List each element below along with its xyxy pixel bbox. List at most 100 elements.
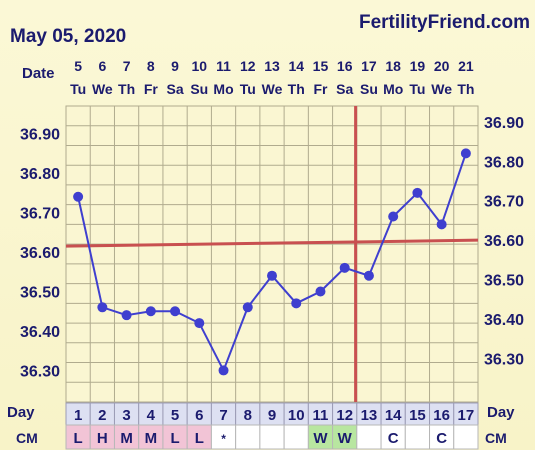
temperature-point: [145, 306, 156, 317]
date-tick-label: 7: [123, 58, 131, 74]
cm-cell: [162, 424, 188, 450]
cm-cell: [404, 424, 431, 450]
day-number-label: 9: [268, 407, 276, 424]
day-number-label: 4: [147, 407, 156, 424]
date-tick-label: 21: [458, 58, 474, 74]
weekday-tick-label: Su: [360, 81, 378, 97]
day-number-label: 14: [385, 407, 402, 424]
temperature-point: [315, 286, 326, 297]
day-row-label-left: Day: [7, 404, 35, 421]
right-axis-tick-label: 36.80: [484, 154, 524, 171]
right-axis-tick-label: 36.70: [484, 194, 524, 211]
cm-value-label: M: [145, 430, 158, 447]
cm-cell: [453, 424, 479, 450]
cm-cell: [283, 424, 309, 450]
day-number-label: 2: [98, 407, 106, 424]
day-number-label: 16: [433, 407, 450, 424]
cm-value-label: L: [170, 430, 179, 447]
right-axis-tick-label: 36.30: [484, 352, 524, 369]
weekday-tick-label: Th: [457, 81, 474, 97]
day-number-label: 3: [122, 407, 130, 424]
day-number-label: 8: [244, 407, 252, 424]
cm-cell: [210, 424, 237, 450]
left-axis-tick-label: 36.60: [20, 245, 60, 262]
left-axis-tick-label: 36.90: [20, 127, 60, 144]
day-number-label: 13: [361, 407, 378, 424]
weekday-tick-label: Tu: [70, 81, 86, 97]
day-number-label: 5: [171, 407, 179, 424]
weekday-tick-label: Tu: [409, 81, 425, 97]
weekday-tick-label: Mo: [213, 81, 233, 97]
date-tick-label: 16: [337, 58, 353, 74]
temperature-point: [194, 318, 205, 329]
temperature-point: [460, 148, 471, 159]
date-tick-label: 14: [288, 58, 304, 74]
weekday-tick-label: Fr: [313, 81, 328, 97]
day-number-label: 1: [74, 407, 82, 424]
coverline: [65, 238, 479, 248]
weekday-tick-label: We: [262, 81, 283, 97]
plot-area: [65, 105, 479, 403]
left-axis-tick-label: 36.40: [20, 324, 60, 341]
cm-cell: [65, 424, 91, 450]
temperature-point: [97, 302, 108, 313]
cm-value-label: W: [338, 430, 353, 447]
cm-value-label: C: [436, 430, 447, 447]
weekday-tick-label: Th: [118, 81, 135, 97]
temperature-point: [412, 187, 423, 198]
day-number-label: 12: [336, 407, 353, 424]
cm-cell: [356, 424, 382, 450]
cm-cell: [235, 424, 261, 450]
cm-cell: [429, 424, 455, 450]
cm-cell: [307, 424, 334, 450]
date-tick-label: 18: [385, 58, 401, 74]
right-axis-tick-label: 36.60: [484, 233, 524, 250]
date-tick-label: 10: [192, 58, 208, 74]
date-tick-label: 20: [434, 58, 450, 74]
weekday-tick-label: Mo: [383, 81, 403, 97]
cm-cell: [138, 424, 164, 450]
date-tick-label: 9: [171, 58, 179, 74]
right-axis-tick-label: 36.50: [484, 273, 524, 290]
cm-row-label-left: CM: [16, 430, 38, 446]
weekday-tick-label: Sa: [166, 81, 183, 97]
temperature-point: [388, 211, 399, 222]
temperature-point: [291, 298, 302, 309]
day-number-label: 10: [288, 407, 305, 424]
day-row-label-right: Day: [487, 404, 515, 421]
day-number-label: 11: [313, 407, 329, 424]
day-number-label: 7: [219, 407, 227, 424]
temperature-point: [363, 270, 374, 281]
date-tick-label: 13: [264, 58, 280, 74]
date-tick-label: 6: [98, 58, 106, 74]
weekday-tick-label: Sa: [336, 81, 353, 97]
cm-cell: [332, 424, 358, 450]
weekday-tick-label: We: [92, 81, 113, 97]
left-axis-tick-label: 36.50: [20, 284, 60, 301]
cm-cell: [259, 424, 285, 450]
day-number-label: 15: [409, 407, 426, 424]
date-tick-label: 19: [410, 58, 426, 74]
cm-cell: [186, 424, 212, 450]
weekday-tick-label: Fr: [144, 81, 159, 97]
temperature-point: [242, 302, 253, 313]
temperature-point: [170, 306, 181, 317]
date-tick-label: 11: [216, 58, 231, 74]
date-tick-label: 5: [74, 58, 82, 74]
left-axis-tick-label: 36.80: [20, 166, 60, 183]
cm-value-label: *: [221, 432, 226, 446]
temperature-point: [339, 262, 350, 273]
date-tick-label: 17: [361, 58, 377, 74]
chart-title: May 05, 2020: [10, 26, 126, 47]
cm-value-label: L: [74, 430, 83, 447]
right-axis-tick-label: 36.90: [484, 115, 524, 132]
cm-value-label: W: [313, 430, 328, 447]
temperature-point: [121, 310, 132, 321]
date-tick-label: 12: [240, 58, 256, 74]
weekday-tick-label: We: [431, 81, 452, 97]
cm-value-label: L: [195, 430, 204, 447]
temperature-point: [436, 219, 447, 230]
date-tick-label: 15: [313, 58, 329, 74]
right-axis-tick-label: 36.40: [484, 312, 524, 329]
day-number-label: 6: [195, 407, 203, 424]
